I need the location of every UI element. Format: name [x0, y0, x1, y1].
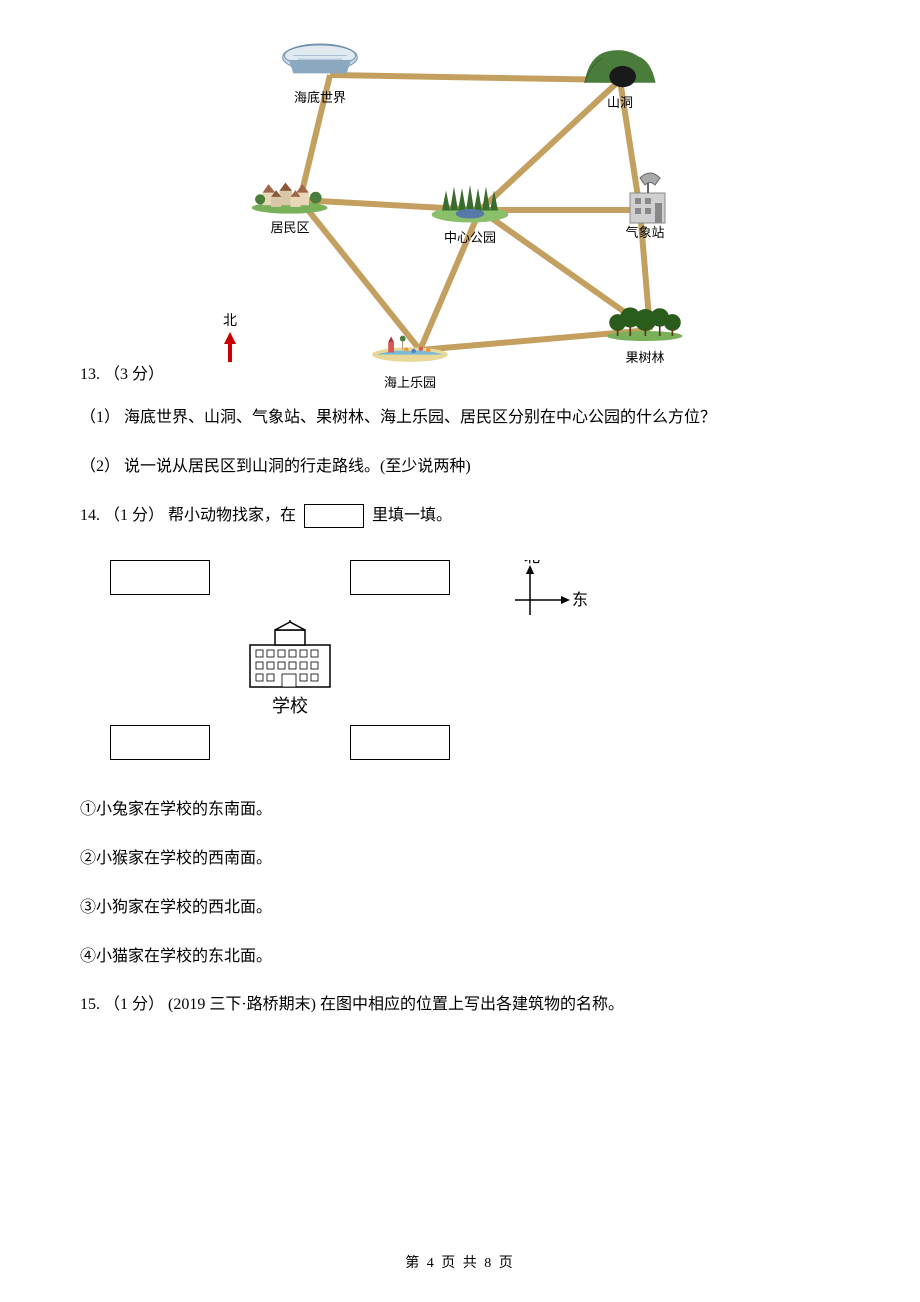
- seapark-label: 海上乐园: [384, 372, 436, 391]
- statement-4: ④小猫家在学校的东北面。: [80, 942, 840, 966]
- question-15: 15. （1 分） (2019 三下·路桥期末) 在图中相应的位置上写出各建筑物…: [80, 991, 840, 1020]
- residential-icon: [250, 165, 330, 215]
- seapark-icon: [370, 320, 450, 370]
- compass2-east-text: 东: [572, 591, 588, 609]
- page-footer: 第 4 页 共 8 页: [0, 1252, 920, 1272]
- school-icon: [240, 620, 340, 690]
- location-orchard: 果树林: [605, 295, 685, 366]
- question-14: 14. （1 分） 帮小动物找家，在 里填一填。: [80, 502, 840, 531]
- cave-label: 山洞: [607, 92, 633, 111]
- underwater-label: 海底世界: [294, 87, 346, 106]
- location-residential: 居民区: [250, 165, 330, 236]
- school-diagram: 学校 北 东: [100, 550, 620, 770]
- orchard-icon: [605, 295, 685, 345]
- underwater-icon: [280, 35, 360, 85]
- weather-icon: [605, 170, 685, 220]
- q13-number: 13. （3 分）: [80, 366, 164, 383]
- statement-1: ①小兔家在学校的东南面。: [80, 795, 840, 819]
- q13-sub1: （1） 海底世界、山洞、气象站、果树林、海上乐园、居民区分别在中心公园的什么方位…: [80, 404, 840, 433]
- location-underwater: 海底世界: [280, 35, 360, 106]
- weather-label: 气象站: [625, 222, 664, 241]
- compass-north: 北: [220, 310, 240, 365]
- map-diagram: 海底世界 山洞: [220, 30, 720, 380]
- park-icon: [430, 175, 510, 225]
- blank-box-se: [350, 725, 450, 760]
- blank-box-sw: [110, 725, 210, 760]
- park-label: 中心公园: [444, 227, 496, 246]
- school-label: 学校: [272, 692, 308, 718]
- orchard-label: 果树林: [625, 347, 664, 366]
- cave-icon: [580, 40, 660, 90]
- residential-label: 居民区: [270, 217, 309, 236]
- location-weather: 气象站: [605, 170, 685, 241]
- location-cave: 山洞: [580, 40, 660, 111]
- statement-2: ②小猴家在学校的西南面。: [80, 844, 840, 868]
- blank-box-nw: [110, 560, 210, 595]
- inline-blank-box: [304, 504, 364, 528]
- statement-3: ③小狗家在学校的西北面。: [80, 893, 840, 917]
- blank-box-ne: [350, 560, 450, 595]
- location-seapark: 海上乐园: [370, 320, 450, 391]
- school-building: 学校: [240, 620, 340, 718]
- compass-ne: 北 东: [500, 560, 590, 635]
- q13-sub2: （2） 说一说从居民区到山洞的行走路线。(至少说两种): [80, 453, 840, 482]
- compass2-north-text: 北: [524, 560, 540, 566]
- location-park: 中心公园: [430, 175, 510, 246]
- q14-suffix: 里填一填。: [372, 502, 452, 531]
- q14-prefix: 14. （1 分） 帮小动物找家，在: [80, 502, 296, 531]
- compass-arrow-icon: [220, 330, 240, 365]
- compass-label: 北: [223, 310, 237, 330]
